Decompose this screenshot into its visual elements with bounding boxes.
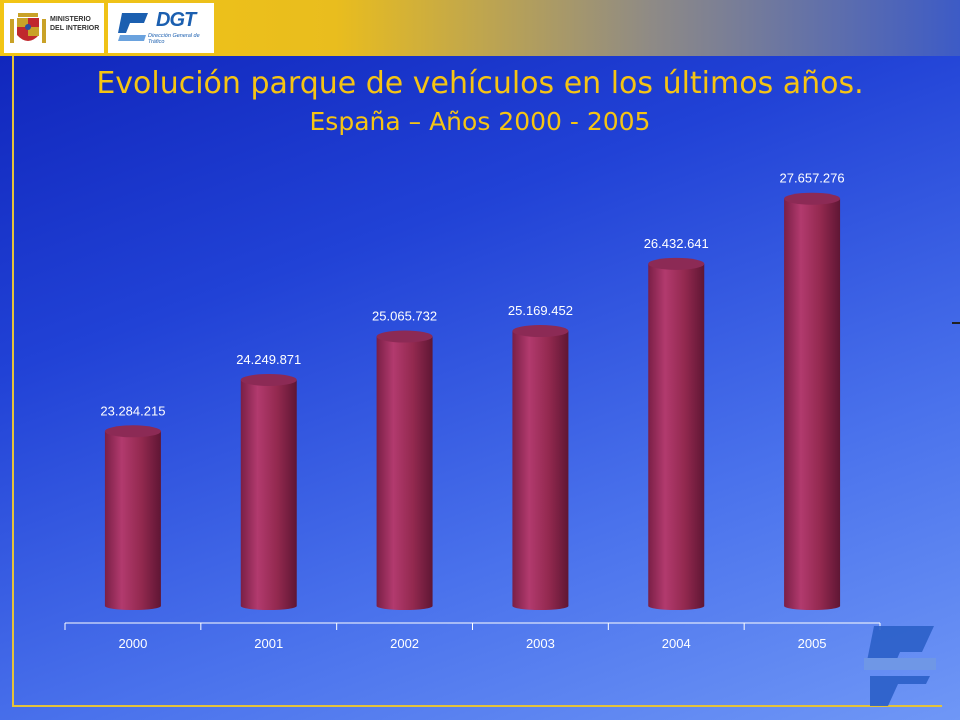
bar-body	[240, 379, 297, 610]
bar-2001	[240, 373, 297, 610]
value-label: 25.169.452	[508, 303, 573, 318]
x-tick-label: 2004	[662, 636, 691, 651]
bar-cap	[376, 330, 433, 343]
bar-2002	[376, 330, 433, 610]
x-tick-label: 2002	[390, 636, 419, 651]
bar-cap	[240, 373, 297, 386]
frame-line-bottom	[12, 705, 942, 707]
bar-cap	[104, 425, 161, 438]
bar-cap	[784, 192, 841, 205]
bar-2000	[104, 425, 161, 610]
value-label: 27.657.276	[780, 171, 845, 186]
x-tick-label: 2005	[798, 636, 827, 651]
bar-cap	[512, 325, 569, 338]
frame-line-left	[12, 56, 14, 706]
value-label: 26.432.641	[644, 236, 709, 251]
x-tick-label: 2003	[526, 636, 555, 651]
tick-mark	[952, 322, 960, 324]
bar-body	[784, 198, 841, 610]
x-tick-label: 2001	[254, 636, 283, 651]
bar-2003	[512, 325, 569, 610]
dgt-symbol-icon	[118, 13, 148, 41]
coat-of-arms-icon	[10, 13, 46, 43]
chart-title: Evolución parque de vehículos en los últ…	[96, 66, 864, 101]
dgt-logo-subtext: Dirección General de Tráfico	[148, 33, 200, 45]
bar-body	[648, 263, 705, 610]
dgt-corner-logo-icon	[864, 626, 936, 706]
value-label: 23.284.215	[100, 403, 165, 418]
dgt-logo: DGT Dirección General de Tráfico	[108, 3, 214, 53]
bar-cap	[648, 257, 705, 270]
chart-subtitle: España – Años 2000 - 2005	[309, 107, 651, 136]
bar-body	[104, 431, 161, 610]
ministerio-logo-text: MINISTERIO DEL INTERIOR	[50, 16, 100, 32]
value-label: 25.065.732	[372, 309, 437, 324]
header-bar: MINISTERIO DEL INTERIOR DGT Dirección Ge…	[0, 0, 960, 56]
ministerio-interior-logo: MINISTERIO DEL INTERIOR	[4, 3, 104, 53]
bar-body	[512, 331, 569, 610]
bar-2005	[784, 192, 841, 610]
dgt-logo-text: DGT	[156, 9, 196, 31]
value-label: 24.249.871	[236, 352, 301, 367]
x-tick-label: 2000	[118, 636, 147, 651]
bar-2004	[648, 257, 705, 610]
bar-body	[376, 336, 433, 610]
